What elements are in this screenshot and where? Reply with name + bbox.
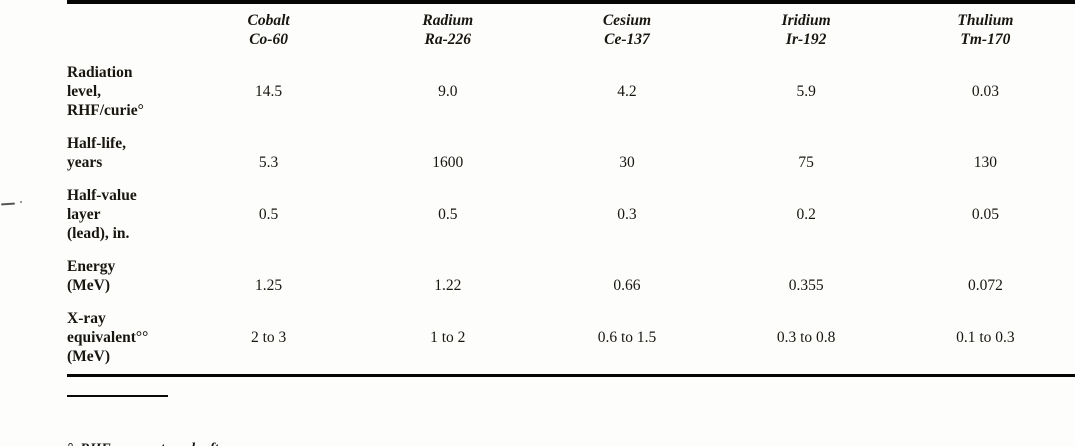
cell-value: 9.0 xyxy=(438,83,458,100)
table-top-rule xyxy=(67,0,1075,4)
row-label-radiation-level: Radiation level, RHF/curie° xyxy=(67,64,144,119)
footnote-separator-rule xyxy=(67,395,168,397)
row-label-half-life: Half-life, years xyxy=(67,135,126,171)
cell-value: 1.25 xyxy=(255,277,283,294)
cell-value: 0.6 to 1.5 xyxy=(597,329,657,346)
column-header-cesium: Cesium Ce-137 xyxy=(537,5,716,49)
cell-value: 30 xyxy=(619,154,635,171)
isotope-name: Cobalt xyxy=(247,12,290,29)
cell-value: 0.05 xyxy=(971,206,999,223)
row-label-half-value-layer: Half-value layer (lead), in. xyxy=(67,187,137,242)
cell-value: 5.9 xyxy=(796,83,816,100)
table-row-xray-equivalent: X-ray equivalent°° (MeV) 2 to 3 1 to 2 0… xyxy=(67,295,1075,366)
table-bottom-rule xyxy=(67,374,1075,377)
isotope-name: Thulium xyxy=(957,12,1014,29)
cell-value: 0.03 xyxy=(971,83,999,100)
footnotes: ° RHF = roentgen-hr-ft. °°X-ray equivale… xyxy=(67,401,713,446)
table-row-half-life: Half-life, years 5.3 1600 30 75 130 xyxy=(67,120,1075,172)
isotope-code: Ir-192 xyxy=(785,31,827,48)
cell-value: 0.3 to 0.8 xyxy=(776,329,836,346)
cell-value: 0.2 xyxy=(796,206,816,223)
table-row-half-value-layer: Half-value layer (lead), in. 0.5 0.5 0.3… xyxy=(67,172,1075,243)
isotope-name: Radium xyxy=(422,12,474,29)
column-header-radium: Radium Ra-226 xyxy=(358,5,537,49)
cell-value: 14.5 xyxy=(255,83,283,100)
footnote-rhf-definition: ° RHF = roentgen-hr-ft. xyxy=(67,440,713,446)
cell-value: 4.2 xyxy=(617,83,637,100)
cell-value: 0.3 xyxy=(617,206,637,223)
isotope-name: Cesium xyxy=(602,12,652,29)
margin-dash-mark xyxy=(0,202,16,206)
table-row-radiation-level: Radiation level, RHF/curie° 14.5 9.0 4.2… xyxy=(67,49,1075,120)
row-label-energy: Energy (MeV) xyxy=(67,258,116,294)
isotope-code: Tm-170 xyxy=(960,31,1011,48)
cell-value: 130 xyxy=(973,154,997,171)
cell-value: 0.072 xyxy=(967,277,1003,294)
cell-value: 75 xyxy=(798,154,814,171)
cell-value: 1.22 xyxy=(434,277,462,294)
cell-value: 1 to 2 xyxy=(430,329,466,346)
margin-dot-mark xyxy=(20,201,22,203)
corner-cell xyxy=(67,5,179,49)
cell-value: 0.5 xyxy=(438,206,458,223)
row-label-xray-equivalent: X-ray equivalent°° (MeV) xyxy=(67,310,149,365)
isotope-name: Iridium xyxy=(781,12,831,29)
isotope-code: Co-60 xyxy=(249,31,288,48)
column-header-cobalt: Cobalt Co-60 xyxy=(179,5,358,49)
cell-value: 0.5 xyxy=(258,206,279,223)
cell-value: 1600 xyxy=(432,154,464,171)
isotope-properties-table: Cobalt Co-60 Radium Ra-226 Cesium Ce-137… xyxy=(67,5,1075,366)
cell-value: 0.1 to 0.3 xyxy=(956,329,1015,346)
isotope-code: Ra-226 xyxy=(424,31,472,48)
cell-value: 2 to 3 xyxy=(250,329,287,346)
cell-value: 0.355 xyxy=(788,277,824,294)
column-header-thulium: Thulium Tm-170 xyxy=(896,5,1075,49)
isotope-code: Ce-137 xyxy=(604,31,650,48)
header-row: Cobalt Co-60 Radium Ra-226 Cesium Ce-137… xyxy=(67,5,1075,49)
cell-value: 5.3 xyxy=(258,154,279,171)
cell-value: 0.66 xyxy=(613,277,641,294)
margin-stray-mark xyxy=(0,199,27,209)
table-row-energy: Energy (MeV) 1.25 1.22 0.66 0.355 0.072 xyxy=(67,243,1075,295)
column-header-iridium: Iridium Ir-192 xyxy=(717,5,896,49)
